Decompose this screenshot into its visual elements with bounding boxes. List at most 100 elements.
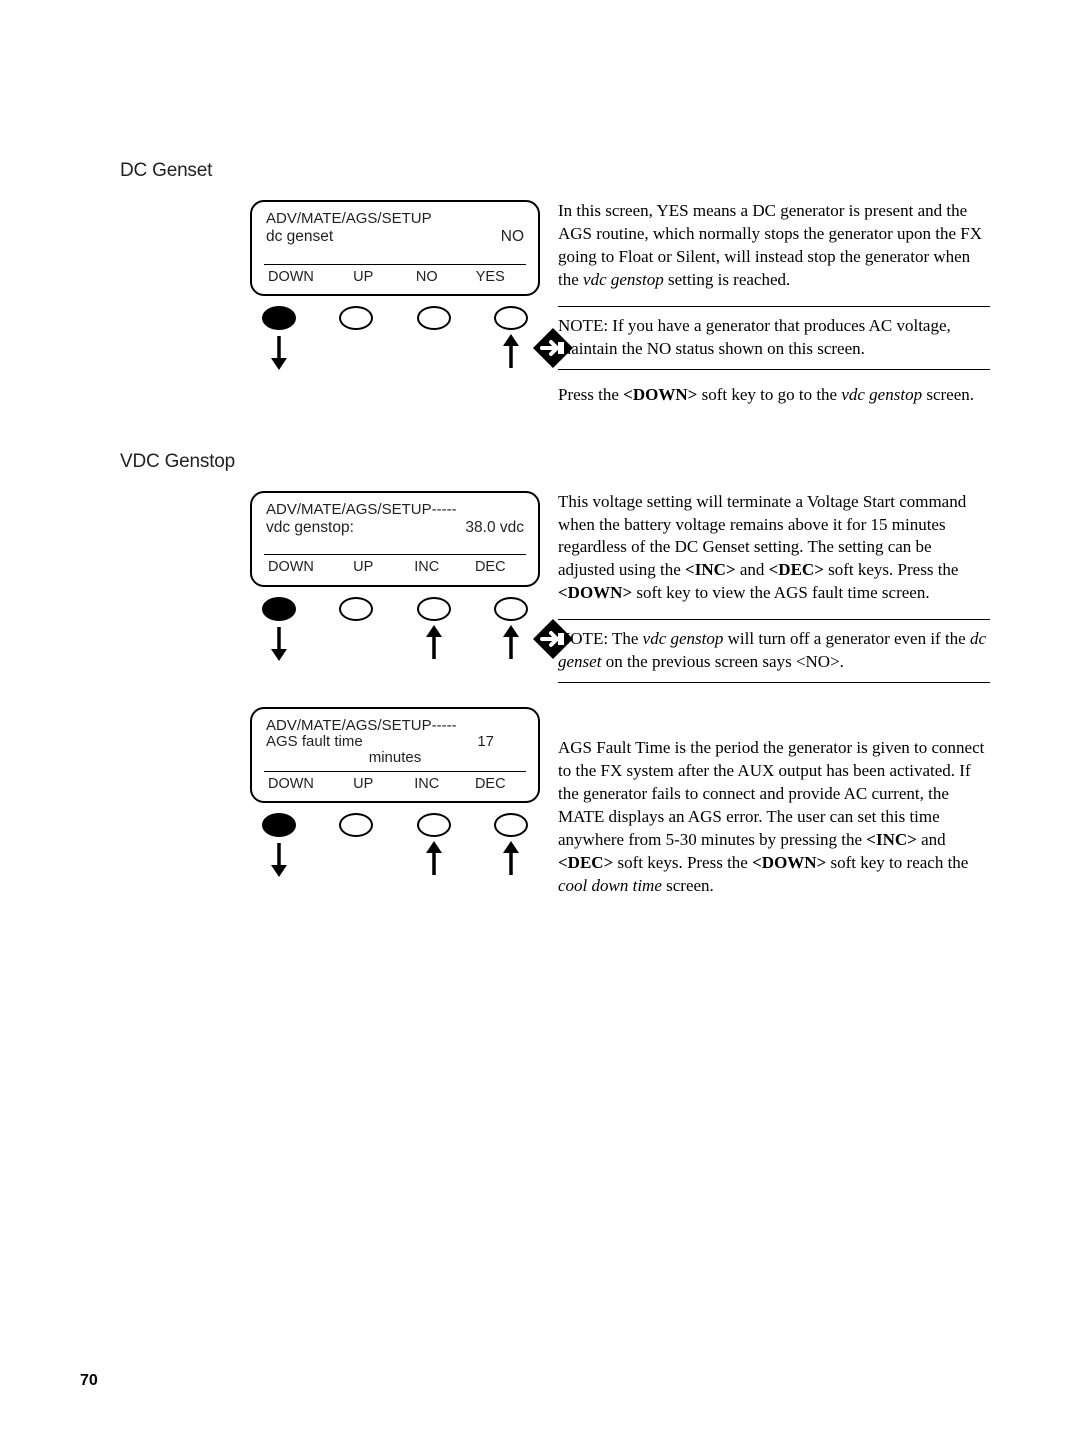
p4c: soft keys. Press the: [613, 853, 752, 872]
n2e1: vdc genstop: [643, 629, 724, 648]
p2c: screen.: [922, 385, 974, 404]
arrows-row-2: [250, 621, 540, 661]
pointer-icon-1: [530, 325, 576, 376]
lcd2-line2-right: 38.0 vdc: [465, 519, 524, 538]
lcd2-softkeys: DOWN UP INC DEC: [266, 559, 524, 576]
pointer-icon-2: [530, 616, 576, 667]
screen-col-1: ADV/MATE/AGS/SETUP dc genset NO DOWN UP …: [120, 200, 540, 370]
soft-button-2-inc[interactable]: [417, 597, 451, 621]
lcd1-line2-right: NO: [501, 228, 524, 247]
lcd-screen-3: ADV/MATE/AGS/SETUP----- AGS fault time 1…: [250, 707, 540, 803]
arrow-down-icon: [262, 334, 296, 370]
p3c: soft keys. Press the: [824, 560, 959, 579]
lcd1-sk3: NO: [395, 269, 459, 286]
p4d: soft key to reach the: [826, 853, 968, 872]
lcd3-divider: [264, 771, 526, 772]
para-dc-2: Press the <DOWN> soft key to go to the v…: [558, 384, 990, 407]
arrows-row-1: [250, 330, 540, 370]
lcd1-sk4: YES: [459, 269, 523, 286]
arrow-down-icon-3: [262, 841, 296, 877]
lcd3-l2c: minutes: [266, 749, 524, 767]
screen-col-2: ADV/MATE/AGS/SETUP----- vdc genstop: 38.…: [120, 491, 540, 661]
p1em: vdc genstop: [583, 270, 664, 289]
p1b: setting is reached.: [664, 270, 791, 289]
heading-dc-genset: DC Genset: [120, 160, 990, 182]
soft-button-1-no[interactable]: [417, 306, 451, 330]
p4k3: <DOWN>: [752, 853, 826, 872]
buttons-row-1: [250, 296, 540, 330]
arrows-row-3: [250, 837, 540, 877]
p3d: soft key to view the AGS fault time scre…: [632, 583, 929, 602]
lcd2-sk3: INC: [395, 559, 459, 576]
lcd-screen-1: ADV/MATE/AGS/SETUP dc genset NO DOWN UP …: [250, 200, 540, 296]
screen-unit-3: ADV/MATE/AGS/SETUP----- AGS fault time 1…: [250, 707, 540, 877]
lcd2-divider: [264, 554, 526, 555]
lcd3-sk2: UP: [332, 776, 396, 793]
screen-unit-1: ADV/MATE/AGS/SETUP dc genset NO DOWN UP …: [250, 200, 540, 370]
n2c: on the previous screen says <NO>.: [601, 652, 843, 671]
p4em: cool down time: [558, 876, 662, 895]
lcd2-line1: ADV/MATE/AGS/SETUP-----: [266, 501, 524, 519]
page-content: DC Genset ADV/MATE/AGS/SETUP dc genset N…: [0, 0, 1080, 1002]
lcd1-line2: dc genset NO: [266, 228, 524, 247]
lcd1-sk1: DOWN: [268, 269, 332, 286]
soft-button-3-up[interactable]: [339, 813, 373, 837]
lcd3-softkeys: DOWN UP INC DEC: [266, 776, 524, 793]
lcd3-l2b: 17: [477, 733, 524, 751]
p4k1: <INC>: [866, 830, 917, 849]
lcd1-divider: [264, 264, 526, 265]
arrow-up-icon-3a: [417, 841, 451, 877]
buttons-row-2: [250, 587, 540, 621]
para-vdc-1: This voltage setting will terminate a Vo…: [558, 491, 990, 606]
soft-button-2-down[interactable]: [262, 597, 296, 621]
soft-button-3-down[interactable]: [262, 813, 296, 837]
lcd3-sk4: DEC: [459, 776, 523, 793]
soft-button-1-down[interactable]: [262, 306, 296, 330]
p2a: Press the: [558, 385, 623, 404]
buttons-row-3: [250, 803, 540, 837]
arrow-up-icon-2a: [417, 625, 451, 661]
text-col-2: This voltage setting will terminate a Vo…: [540, 491, 990, 698]
text-col-1: In this screen, YES means a DC generator…: [540, 200, 990, 421]
lcd3-sk1: DOWN: [268, 776, 332, 793]
soft-button-1-up[interactable]: [339, 306, 373, 330]
p2em: vdc genstop: [841, 385, 922, 404]
soft-button-2-up[interactable]: [339, 597, 373, 621]
p3k2: <DEC>: [769, 560, 824, 579]
para-vdc-2: AGS Fault Time is the period the generat…: [558, 737, 990, 898]
soft-button-3-dec[interactable]: [494, 813, 528, 837]
lcd1-softkeys: DOWN UP NO YES: [266, 269, 524, 286]
p4k2: <DEC>: [558, 853, 613, 872]
lcd-screen-2: ADV/MATE/AGS/SETUP----- vdc genstop: 38.…: [250, 491, 540, 587]
note1-text: NOTE: If you have a generator that produ…: [558, 316, 951, 358]
lcd1-line2-left: dc genset: [266, 228, 333, 247]
row-dc-genset: ADV/MATE/AGS/SETUP dc genset NO DOWN UP …: [120, 200, 990, 421]
para-dc-1: In this screen, YES means a DC generator…: [558, 200, 990, 292]
p2b: soft key to go to the: [697, 385, 841, 404]
lcd3-sk3: INC: [395, 776, 459, 793]
row-vdc-2: ADV/MATE/AGS/SETUP----- AGS fault time 1…: [120, 707, 990, 912]
soft-button-3-inc[interactable]: [417, 813, 451, 837]
p4b: and: [917, 830, 946, 849]
p4e: screen.: [662, 876, 714, 895]
lcd2-line2-left: vdc genstop:: [266, 519, 354, 538]
lcd1-sk2: UP: [332, 269, 396, 286]
lcd2-line2: vdc genstop: 38.0 vdc: [266, 519, 524, 538]
page-number: 70: [80, 1372, 98, 1390]
arrow-down-icon-2: [262, 625, 296, 661]
note-block-2: NOTE: The vdc genstop will turn off a ge…: [558, 619, 990, 683]
arrow-up-icon: [494, 334, 528, 370]
p3k3: <DOWN>: [558, 583, 632, 602]
n2b: will turn off a generator even if the: [723, 629, 970, 648]
p2k: <DOWN>: [623, 385, 697, 404]
screen-unit-2: ADV/MATE/AGS/SETUP----- vdc genstop: 38.…: [250, 491, 540, 661]
soft-button-1-yes[interactable]: [494, 306, 528, 330]
soft-button-2-dec[interactable]: [494, 597, 528, 621]
heading-vdc-genstop: VDC Genstop: [120, 451, 990, 473]
screen-col-3: ADV/MATE/AGS/SETUP----- AGS fault time 1…: [120, 707, 540, 877]
lcd3-l2a: AGS fault time: [266, 733, 363, 751]
p3k1: <INC>: [685, 560, 736, 579]
arrow-up-icon-3b: [494, 841, 528, 877]
lcd2-sk1: DOWN: [268, 559, 332, 576]
p3b: and: [736, 560, 769, 579]
